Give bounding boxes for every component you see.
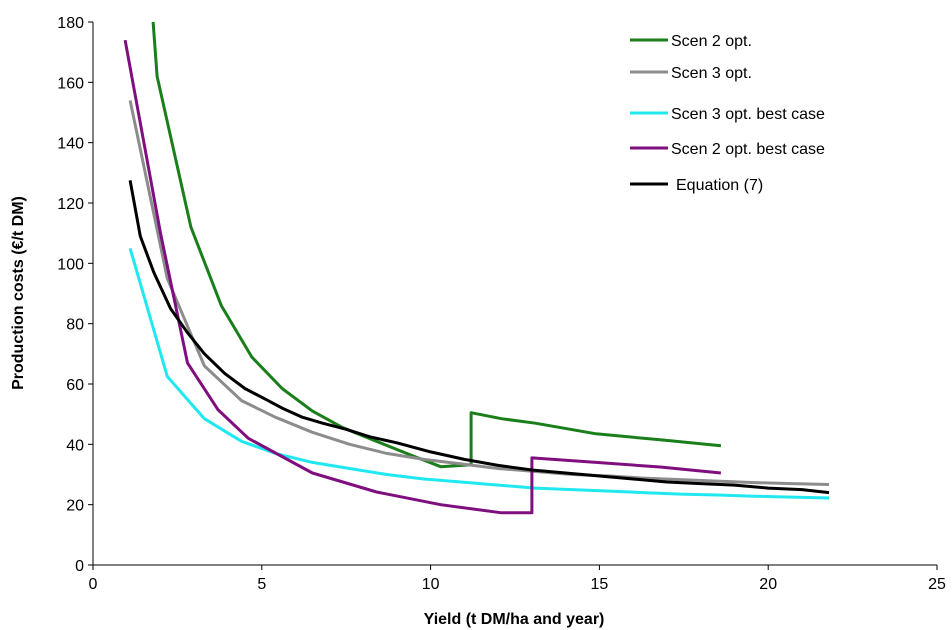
x-tick-label: 5	[257, 576, 266, 593]
legend-label-3: Scen 3 opt. best case	[671, 106, 825, 123]
y-tick-label: 160	[57, 75, 84, 92]
y-tick-label: 120	[57, 196, 84, 213]
y-tick-label: 40	[66, 437, 84, 454]
series-line-1	[151, 21, 722, 469]
legend: Scen 2 opt. Scen 3 opt. Scen 3 opt. best c…	[630, 33, 825, 194]
x-tick-label: 10	[422, 576, 440, 593]
legend-label-2: Scen 3 opt.	[671, 65, 752, 82]
x-tick-label: 0	[89, 576, 98, 593]
y-tick-label: 100	[57, 256, 84, 273]
legend-label-5: Equation (7)	[676, 177, 763, 194]
y-tick-label: 140	[57, 136, 84, 153]
y-tick-label: 80	[66, 317, 84, 334]
series-line-3	[128, 247, 830, 500]
y-tick-label: 180	[57, 15, 84, 32]
x-tick-label: 15	[591, 576, 609, 593]
y-tick-label: 0	[75, 558, 84, 575]
legend-label-1: Scen 2 opt.	[671, 33, 752, 50]
y-tick-label: 20	[66, 498, 84, 515]
y-tick-label: 60	[66, 377, 84, 394]
y-axis-title: Production costs (€/t DM)	[10, 196, 27, 390]
axes: 0 20 40 60 80 100 120 140 160 180 0 5 10 15 20 25	[57, 15, 946, 593]
x-axis-title: Yield (t DM/ha and year)	[424, 611, 605, 628]
legend-label-4: Scen 2 opt. best case	[671, 141, 825, 158]
series-layer	[123, 21, 830, 515]
series-line-4	[123, 39, 722, 515]
series-line-2	[128, 100, 830, 486]
series-line-5	[128, 180, 830, 495]
x-tick-label: 25	[928, 576, 946, 593]
x-tick-label: 20	[759, 576, 777, 593]
